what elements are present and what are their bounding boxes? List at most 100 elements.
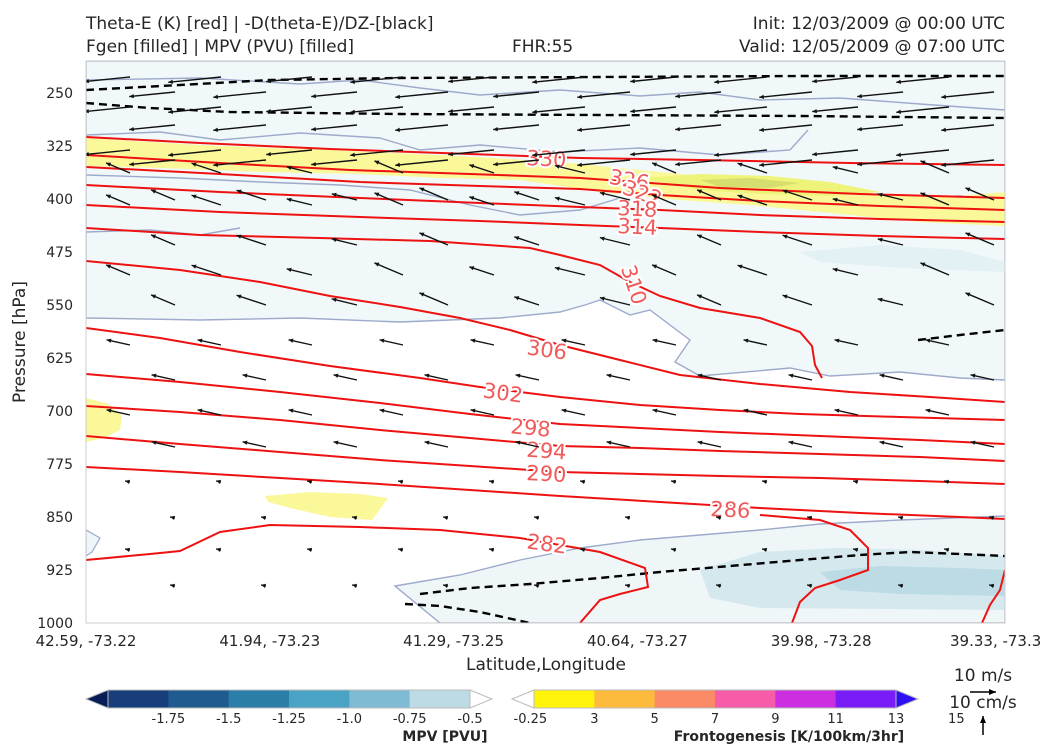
wind-vector-head (925, 338, 931, 343)
wind-vector-head (697, 440, 703, 445)
wind-vector (714, 76, 768, 83)
wind-vector-head (941, 127, 946, 133)
wind-vector (896, 149, 950, 156)
wind-vector (630, 76, 677, 83)
wind-vector-head (266, 151, 271, 157)
wind-vector (129, 91, 176, 98)
wind-vector-head (532, 152, 537, 158)
wind-vector-head (514, 191, 520, 196)
wind-vector (129, 124, 176, 131)
wind-vector-head (580, 547, 585, 553)
mpv-fill-upper (86, 61, 1005, 381)
wind-vector-head (630, 151, 635, 157)
wind-vector (493, 124, 540, 131)
wind-vector-head (920, 262, 926, 267)
wind-vector-head (236, 234, 242, 239)
wind-vector-head (170, 583, 175, 589)
wind-vector-head (286, 197, 292, 203)
wind-vector (675, 124, 722, 131)
wind-vector (419, 187, 449, 201)
wind-vector (350, 76, 404, 83)
wind-vector-head (920, 192, 926, 197)
wind-vector-head (493, 93, 498, 99)
wind-vector-head (151, 189, 157, 194)
mpv-colorbar-segment (349, 690, 411, 708)
wind-vector-head (191, 162, 197, 167)
theta-e-290 (86, 435, 1005, 485)
wind-vector (350, 106, 404, 113)
mpv-colorbar-tick-label: -1.5 (216, 712, 241, 727)
wind-vector-head (470, 408, 476, 413)
title-line-1: Theta-E (K) [red] | -D(theta-E)/DZ-[blac… (86, 14, 434, 34)
wind-vector (896, 76, 950, 83)
wind-vector-head (577, 94, 582, 100)
wind-legend: 10 m/s 10 cm/s (949, 666, 1017, 735)
fgen-colorbar-tick-label: 15 (948, 712, 965, 727)
wind-vector-head (286, 165, 292, 171)
wind-vector (857, 159, 904, 166)
wind-vector-head (86, 78, 89, 84)
wind-vector (419, 232, 449, 246)
theta-e-318 (86, 184, 1005, 223)
theta-e-314 (86, 204, 1005, 240)
wind-vector (86, 76, 131, 83)
wind-vector-head (630, 108, 635, 114)
wind-vector-head (652, 162, 658, 167)
wind-vector-head (652, 194, 658, 199)
wind-vector (920, 192, 950, 206)
wind-vector-head (941, 162, 946, 168)
wind-vector-head (213, 127, 218, 133)
wind-vector-head (266, 78, 271, 84)
x-axis-label: Latitude,Longitude (466, 655, 626, 675)
wind-vector-head (599, 296, 605, 301)
dthetae-contour-low-2 (419, 550, 1005, 596)
wind-vector-head (191, 264, 197, 269)
wind-vector-head (395, 127, 400, 133)
wind-vector-head (374, 160, 380, 165)
wind-vector-head (311, 126, 316, 132)
fgen-band-upper (86, 138, 1005, 226)
wind-vector-head (896, 152, 901, 158)
wind-vector (213, 91, 267, 98)
wind-vector-head (606, 440, 612, 445)
wind-vector-head (489, 547, 494, 553)
wind-vector (493, 159, 540, 166)
mpv-colorbar-extend-high (469, 689, 494, 709)
theta-e-282-corner (981, 569, 1005, 623)
wind-vector-head (762, 547, 767, 553)
wind-vector-head (331, 192, 337, 198)
mpv-colorbar-segment (168, 690, 230, 708)
wind-vector-head (448, 108, 453, 114)
theta-e-label-330: 330 (526, 146, 567, 172)
x-tick-label: 40.64, -73.27 (587, 632, 688, 650)
wind-vector-head (716, 515, 721, 521)
wind-vector-head (737, 162, 743, 167)
wind-vector-head (652, 408, 658, 413)
theta-e-label-318: 318 (617, 196, 658, 222)
x-tick-label: 39.33, -73.3 (950, 632, 1041, 650)
wind-vector (759, 159, 813, 166)
wind-vector-head (419, 232, 425, 237)
wind-vector-head (236, 189, 242, 194)
wind-vector (191, 194, 222, 206)
wind-vector-head (675, 126, 680, 132)
theta-e-282 (86, 523, 650, 623)
wind-vector-head (129, 161, 134, 167)
y-tick-label: 250 (46, 86, 73, 102)
wind-vector-head (554, 196, 560, 201)
wind-vector (554, 164, 586, 174)
wind-vector-head (716, 583, 721, 589)
fgen-colorbar-segment (775, 690, 837, 708)
wind-vector-head (311, 161, 316, 167)
dthetae-contour-upper (86, 101, 1005, 120)
x-tick-label: 41.29, -73.25 (403, 632, 504, 650)
wind-vector (236, 189, 267, 201)
wind-vector-head (630, 78, 635, 84)
fgen-blob-850 (265, 492, 388, 520)
wind-vector (532, 76, 586, 83)
wind-vector-head (395, 162, 400, 168)
wind-vector-head (286, 267, 292, 273)
wind-vector-head (834, 338, 840, 343)
wind-vector (266, 76, 313, 83)
wind-vector (374, 262, 404, 276)
